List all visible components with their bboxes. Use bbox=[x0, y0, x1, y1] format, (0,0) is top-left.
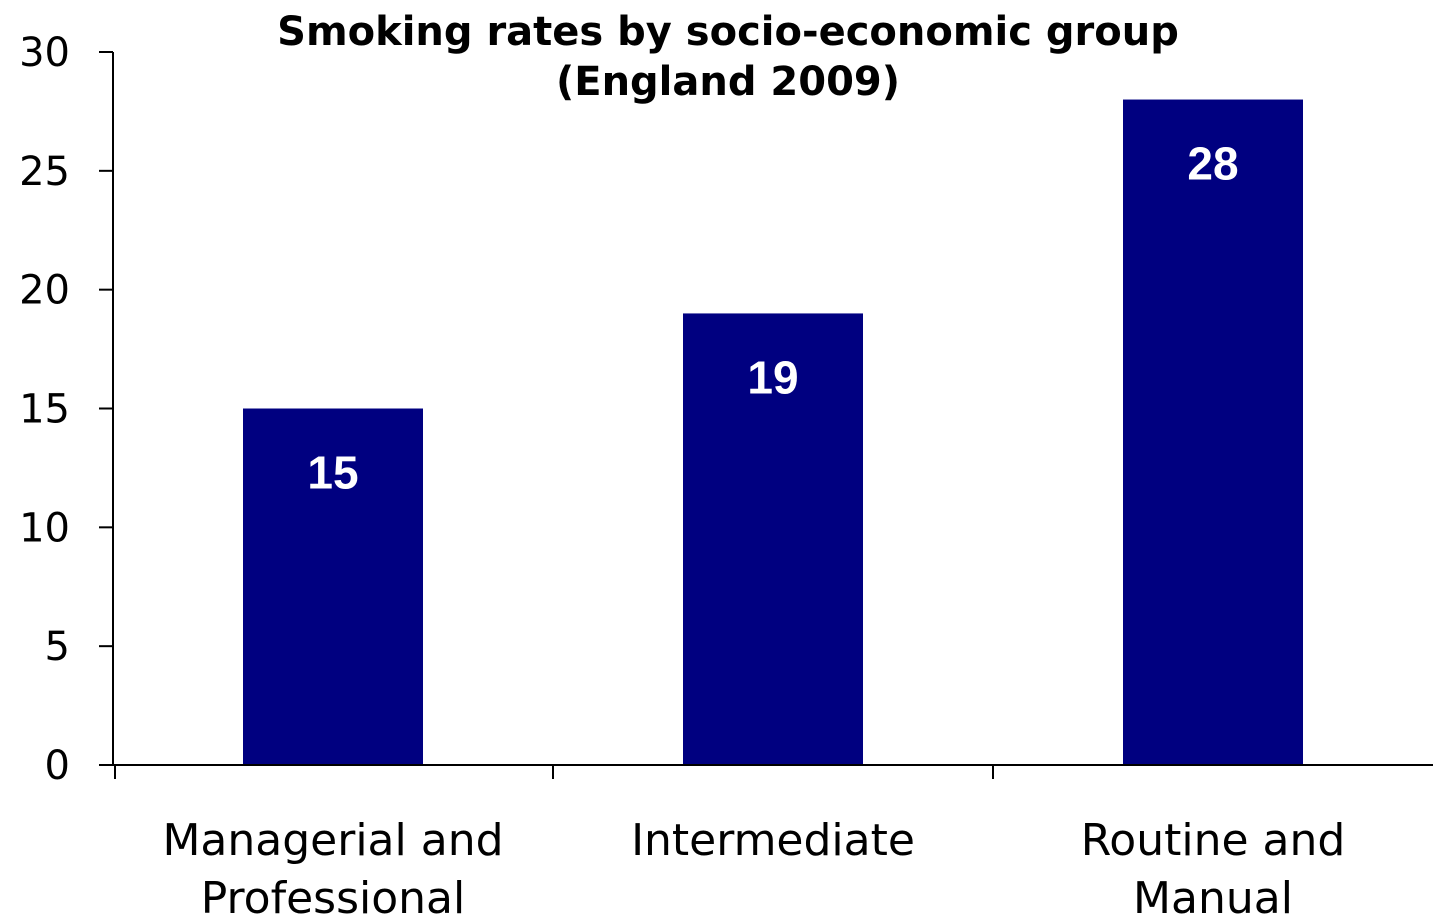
y-tick-label: 10 bbox=[19, 505, 70, 551]
x-axis: Managerial and Professional Intermediate Ro… bbox=[113, 764, 1433, 916]
x-category-label: Intermediate bbox=[631, 815, 915, 866]
x-category-label: Routine and bbox=[1081, 815, 1346, 866]
bar bbox=[243, 408, 423, 765]
y-tick-label: 30 bbox=[19, 30, 70, 76]
x-category-label: Manual bbox=[1133, 873, 1293, 916]
y-tick-label: 15 bbox=[19, 387, 70, 433]
chart-title: Smoking rates by socio-economic group (E… bbox=[277, 9, 1179, 105]
chart-title-line-2: (England 2009) bbox=[556, 59, 900, 105]
bars-group: 15 19 28 bbox=[243, 99, 1303, 766]
data-label: 15 bbox=[307, 447, 358, 499]
data-label: 28 bbox=[1187, 138, 1238, 190]
y-axis: 0 5 10 15 20 25 30 bbox=[19, 30, 114, 789]
y-tick-label: 20 bbox=[19, 268, 70, 314]
y-tick-label: 5 bbox=[45, 624, 70, 670]
chart-title-line-1: Smoking rates by socio-economic group bbox=[277, 9, 1179, 55]
x-category-label: Professional bbox=[201, 873, 465, 916]
y-tick-label: 0 bbox=[45, 743, 70, 789]
y-tick-label: 25 bbox=[19, 149, 70, 195]
bar bbox=[1123, 99, 1303, 766]
data-label: 19 bbox=[747, 351, 798, 403]
bar bbox=[683, 313, 863, 765]
x-category-label: Managerial and bbox=[162, 815, 503, 866]
